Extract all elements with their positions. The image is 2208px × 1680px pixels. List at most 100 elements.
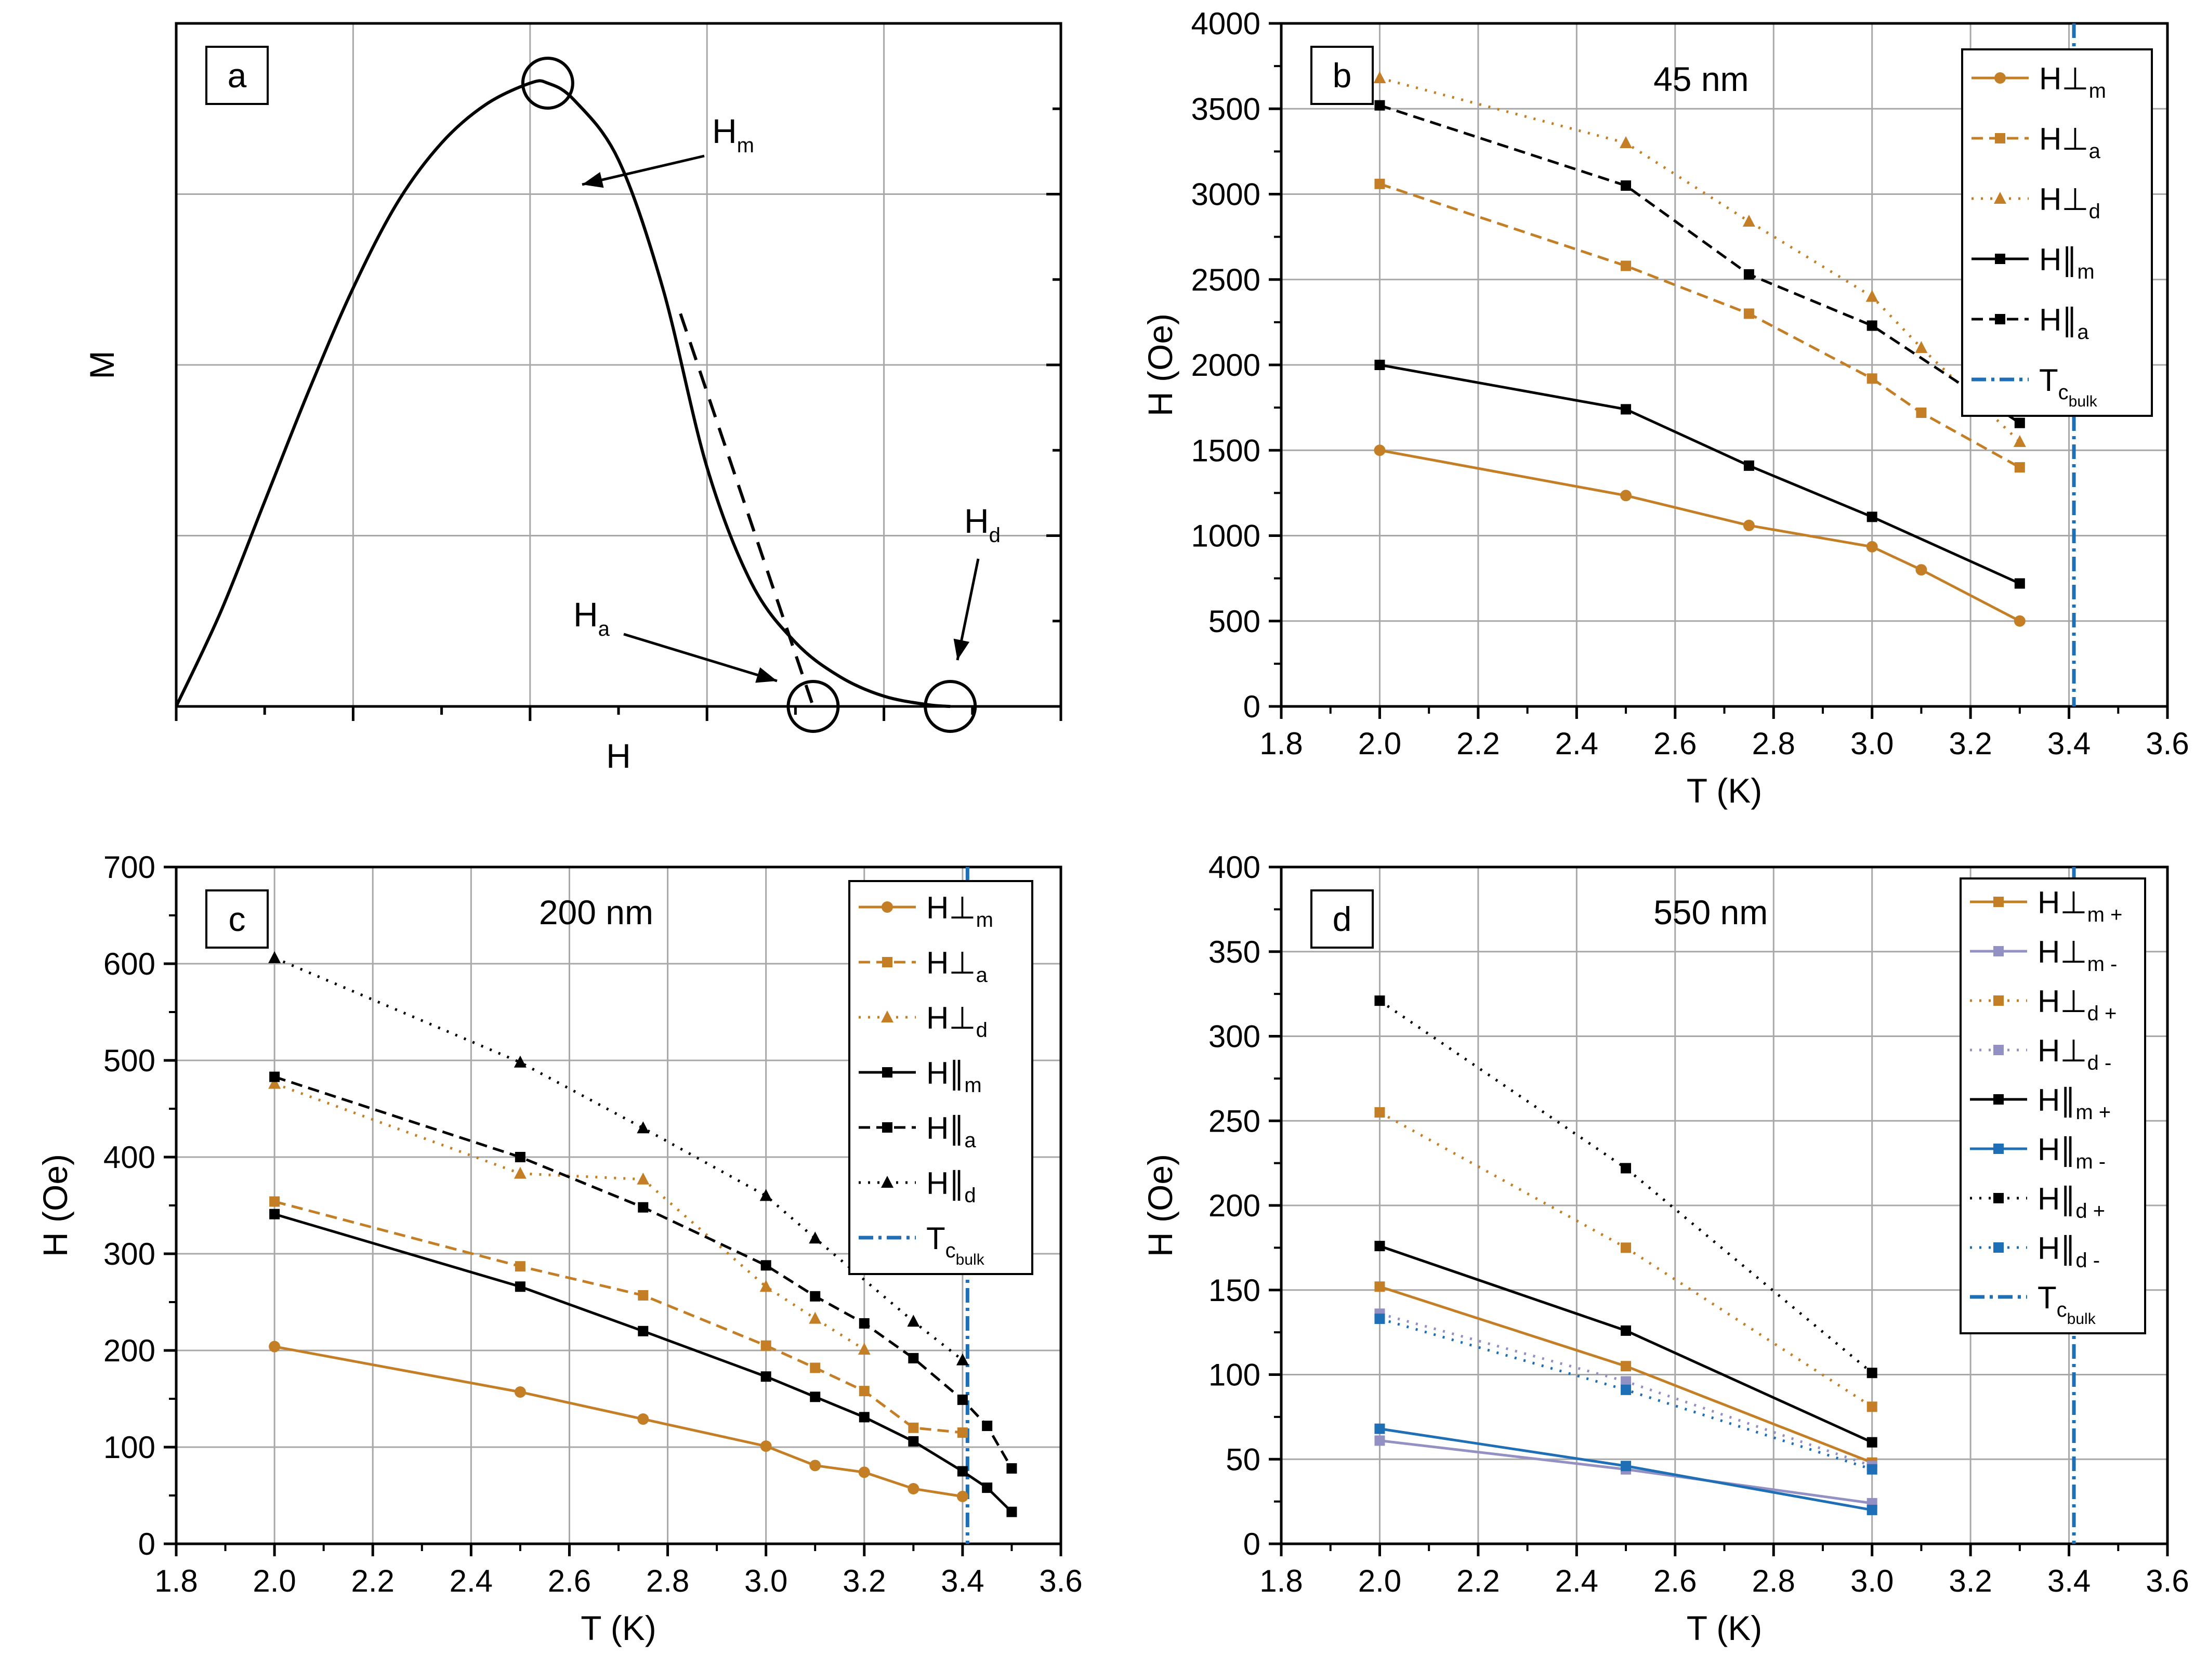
- y-tick-label: 1500: [1191, 433, 1260, 468]
- legend-entry-base: H⊥: [2038, 935, 2087, 969]
- y-tick-label: 3000: [1191, 177, 1260, 212]
- data-point: [1621, 1384, 1632, 1395]
- marker-label-sub: m: [737, 134, 754, 157]
- data-point: [908, 1353, 919, 1363]
- x-tick-label: 1.8: [1259, 1564, 1303, 1598]
- legend-entry: H⊥m -: [2038, 935, 2117, 976]
- series-4: [269, 1071, 1017, 1474]
- series-4: [1374, 1241, 1877, 1448]
- series-0: [269, 1341, 968, 1502]
- x-tick-label: 3.0: [744, 1564, 787, 1598]
- x-tick-label: 3.2: [1949, 726, 1992, 761]
- legend-entry: H∥a: [926, 1111, 976, 1152]
- data-point: [1620, 136, 1633, 148]
- data-point: [1621, 1242, 1632, 1253]
- legend-entry-sub: d +: [2087, 1002, 2117, 1025]
- series-0: [1374, 444, 2026, 627]
- legend-entry: H⊥d -: [2038, 1033, 2111, 1074]
- legend-entry-sub: d: [2089, 200, 2100, 223]
- series-line: [1379, 76, 2021, 443]
- series-line: [1379, 449, 2020, 622]
- series-5: [1374, 1423, 1877, 1515]
- panel-label-box: [205, 889, 269, 949]
- data-point: [1867, 1437, 1877, 1448]
- x-tick-label: 3.4: [2047, 726, 2091, 761]
- legend-entry-base: H⊥: [2038, 1033, 2087, 1068]
- legend-entry-base: H∥: [2038, 1132, 2075, 1167]
- x-tick-label: 2.0: [1358, 1564, 1401, 1598]
- data-point: [1621, 404, 1632, 415]
- data-point: [1867, 320, 1877, 331]
- series-line: [274, 1345, 963, 1498]
- data-point: [907, 1315, 920, 1327]
- y-tick-label: 700: [103, 850, 155, 885]
- x-tick-label: 2.4: [450, 1564, 493, 1598]
- legend-entry-base: H∥: [2038, 1083, 2075, 1118]
- legend-entry: H⊥m +: [2038, 885, 2122, 926]
- data-point: [1743, 308, 1754, 319]
- legend-entry-sub: a: [976, 964, 988, 987]
- legend-entry-sub: m: [976, 909, 993, 931]
- data-point: [759, 1189, 772, 1201]
- legend-entry-sub: d +: [2075, 1200, 2105, 1223]
- legend-entry-sub: m: [964, 1074, 981, 1097]
- data-point: [1867, 1464, 1877, 1475]
- marker-circle-H_a: [786, 680, 840, 733]
- data-point: [2014, 462, 2025, 473]
- arrow-shaft: [582, 154, 705, 186]
- y-tick-label: 4000: [1191, 6, 1260, 41]
- legend-marker: [882, 1067, 892, 1078]
- x-tick-label: 2.6: [1653, 1564, 1697, 1598]
- legend-entry-tc: Tcbulk: [2038, 1280, 2096, 1328]
- series-line: [274, 1200, 963, 1434]
- data-point: [515, 1281, 525, 1292]
- panel-c: 1.8 2.0 2.2 2.4 2.6 2.8 3.0 3.2 3.4 3.6 0 100 200 300…: [36, 850, 1083, 1647]
- x-axis-label: H: [606, 737, 631, 775]
- data-point: [269, 1071, 280, 1082]
- data-point: [810, 1362, 821, 1373]
- legend-box: [1960, 877, 2146, 1334]
- y-tick-label: 150: [1208, 1273, 1260, 1308]
- legend-marker: [1993, 946, 2004, 956]
- legend-entry: H⊥d: [926, 1001, 988, 1042]
- series-3: [269, 1209, 1017, 1517]
- data-point: [982, 1421, 993, 1432]
- legend-entry: H⊥a: [2039, 122, 2101, 163]
- x-tick-label: 1.8: [1259, 726, 1303, 761]
- data-point: [957, 1427, 968, 1438]
- legend-entry-tc: Tcbulk: [2039, 363, 2098, 410]
- legend-marker: [881, 1176, 893, 1188]
- data-point: [1621, 1361, 1632, 1372]
- legend-marker: [882, 957, 892, 967]
- x-tick-label: 2.8: [646, 1564, 689, 1598]
- legend-entry-sub: d -: [2087, 1052, 2112, 1074]
- marker-label-base: H: [573, 595, 598, 634]
- legend-entry: H⊥m: [2039, 61, 2106, 102]
- legend-entry-sub: d: [964, 1184, 976, 1207]
- legend-marker: [1994, 192, 2006, 204]
- data-point: [810, 1392, 821, 1402]
- series-line: [1379, 104, 2021, 424]
- series-5: [268, 951, 969, 1366]
- data-point: [269, 1196, 280, 1207]
- data-point: [1374, 995, 1385, 1006]
- data-point: [515, 1261, 525, 1272]
- x-tick-label: 2.6: [1653, 726, 1697, 761]
- data-point: [514, 1386, 526, 1398]
- panel-label: d: [1333, 900, 1352, 938]
- legend-entry: H∥d +: [2038, 1182, 2105, 1223]
- marker-label-base: H: [964, 502, 989, 540]
- data-point: [1867, 511, 1877, 522]
- legend-entry: H⊥d: [2039, 182, 2100, 223]
- legend-tc-subsub: bulk: [956, 1251, 985, 1268]
- legend-entry-base: H∥: [926, 1166, 964, 1201]
- data-point: [1374, 178, 1385, 189]
- legend-entry-base: H⊥: [2038, 984, 2087, 1019]
- data-point: [858, 1466, 870, 1478]
- data-point: [638, 1290, 649, 1301]
- x-tick-label: 2.4: [1555, 1564, 1598, 1598]
- series-6: [1374, 995, 1877, 1379]
